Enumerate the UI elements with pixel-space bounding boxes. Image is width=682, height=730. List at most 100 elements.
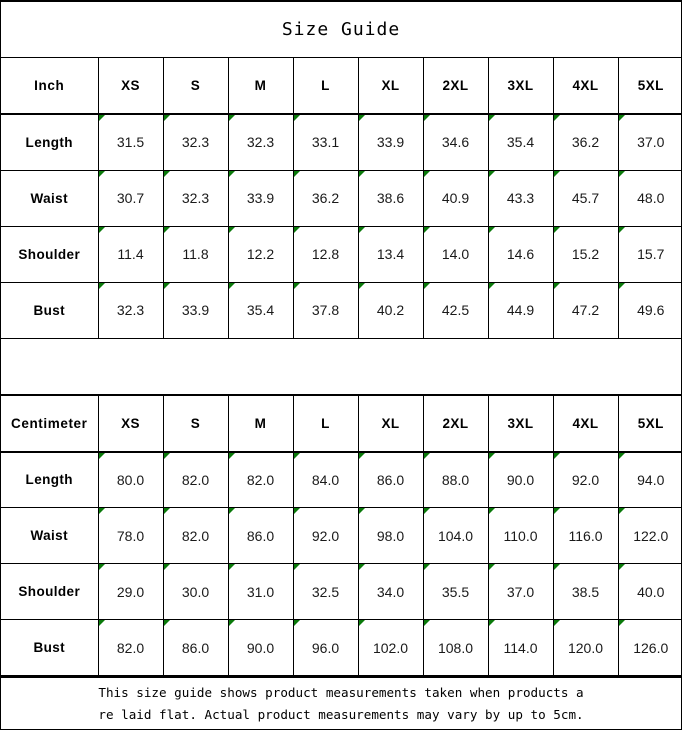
size-header-m: M xyxy=(228,58,294,115)
size-header-s: S xyxy=(163,58,229,115)
cell-cm-shoulder-5xl: 40.0 xyxy=(618,563,682,620)
inch-measurement-table: Inch XS S M L XL 2XL 3XL 4XL 5XL Length … xyxy=(1,58,682,339)
cell-cm-waist-5xl: 122.0 xyxy=(618,507,682,564)
table-row: Length 31.5 32.3 32.3 33.1 33.9 34.6 35.… xyxy=(1,114,682,171)
cell-waist-5xl: 48.0 xyxy=(618,170,682,227)
row-label-cm-bust: Bust xyxy=(1,619,99,676)
cell-bust-5xl: 49.6 xyxy=(618,282,682,339)
cell-shoulder-l: 12.8 xyxy=(293,226,359,283)
cell-length-l: 33.1 xyxy=(293,114,359,171)
cell-cm-shoulder-s: 30.0 xyxy=(163,563,229,620)
size-header-cm-xl: XL xyxy=(358,395,424,453)
cell-length-3xl: 35.4 xyxy=(488,114,554,171)
cell-cm-waist-m: 86.0 xyxy=(228,507,294,564)
cell-bust-3xl: 44.9 xyxy=(488,282,554,339)
cell-waist-s: 32.3 xyxy=(163,170,229,227)
cell-waist-m: 33.9 xyxy=(228,170,294,227)
unit-header-centimeter: Centimeter xyxy=(1,395,99,453)
size-header-cm-2xl: 2XL xyxy=(423,395,489,453)
cell-cm-waist-xl: 98.0 xyxy=(358,507,424,564)
cell-bust-4xl: 47.2 xyxy=(553,282,619,339)
cell-cm-length-xs: 80.0 xyxy=(98,451,164,508)
cell-cm-length-xl: 86.0 xyxy=(358,451,424,508)
cell-cm-waist-2xl: 104.0 xyxy=(423,507,489,564)
row-label-waist: Waist xyxy=(1,170,99,227)
size-header-3xl: 3XL xyxy=(488,58,554,115)
cell-cm-waist-3xl: 110.0 xyxy=(488,507,554,564)
cell-cm-shoulder-xs: 29.0 xyxy=(98,563,164,620)
cell-cm-bust-2xl: 108.0 xyxy=(423,619,489,676)
cell-cm-bust-5xl: 126.0 xyxy=(618,619,682,676)
cell-cm-length-2xl: 88.0 xyxy=(423,451,489,508)
table-separator-band xyxy=(1,339,681,396)
cell-cm-bust-3xl: 114.0 xyxy=(488,619,554,676)
cell-length-2xl: 34.6 xyxy=(423,114,489,171)
cell-cm-waist-xs: 78.0 xyxy=(98,507,164,564)
row-label-shoulder: Shoulder xyxy=(1,226,99,283)
cell-length-5xl: 37.0 xyxy=(618,114,682,171)
cell-cm-length-3xl: 90.0 xyxy=(488,451,554,508)
size-header-cm-4xl: 4XL xyxy=(553,395,619,453)
cell-length-m: 32.3 xyxy=(228,114,294,171)
table-row: Length 80.0 82.0 82.0 84.0 86.0 88.0 90.… xyxy=(1,451,682,508)
size-header-cm-s: S xyxy=(163,395,229,453)
cell-shoulder-m: 12.2 xyxy=(228,226,294,283)
size-header-l: L xyxy=(293,58,359,115)
cell-cm-bust-l: 96.0 xyxy=(293,619,359,676)
cell-length-4xl: 36.2 xyxy=(553,114,619,171)
cell-shoulder-xs: 11.4 xyxy=(98,226,164,283)
cell-cm-shoulder-4xl: 38.5 xyxy=(553,563,619,620)
size-header-cm-m: M xyxy=(228,395,294,453)
cell-waist-2xl: 40.9 xyxy=(423,170,489,227)
cell-bust-xl: 40.2 xyxy=(358,282,424,339)
centimeter-measurement-table: Centimeter XS S M L XL 2XL 3XL 4XL 5XL L… xyxy=(1,395,682,676)
table-row: Waist 30.7 32.3 33.9 36.2 38.6 40.9 43.3… xyxy=(1,170,682,227)
table-row: Waist 78.0 82.0 86.0 92.0 98.0 104.0 110… xyxy=(1,507,682,564)
cell-bust-2xl: 42.5 xyxy=(423,282,489,339)
footer-note-row: This size guide shows product measuremen… xyxy=(1,676,681,729)
cell-cm-shoulder-m: 31.0 xyxy=(228,563,294,620)
cell-cm-bust-s: 86.0 xyxy=(163,619,229,676)
cell-waist-xs: 30.7 xyxy=(98,170,164,227)
size-header-cm-l: L xyxy=(293,395,359,453)
cell-shoulder-s: 11.8 xyxy=(163,226,229,283)
cell-bust-xs: 32.3 xyxy=(98,282,164,339)
size-header-4xl: 4XL xyxy=(553,58,619,115)
cell-cm-waist-l: 92.0 xyxy=(293,507,359,564)
cell-cm-shoulder-2xl: 35.5 xyxy=(423,563,489,620)
footer-note-text: This size guide shows product measuremen… xyxy=(98,684,584,722)
row-label-cm-waist: Waist xyxy=(1,507,99,564)
table-row: Shoulder 29.0 30.0 31.0 32.5 34.0 35.5 3… xyxy=(1,563,682,620)
cell-bust-l: 37.8 xyxy=(293,282,359,339)
cell-shoulder-5xl: 15.7 xyxy=(618,226,682,283)
page-title: Size Guide xyxy=(281,19,401,40)
size-header-2xl: 2XL xyxy=(423,58,489,115)
row-label-cm-shoulder: Shoulder xyxy=(1,563,99,620)
cell-shoulder-2xl: 14.0 xyxy=(423,226,489,283)
cell-cm-length-l: 84.0 xyxy=(293,451,359,508)
table-row: Shoulder 11.4 11.8 12.2 12.8 13.4 14.0 1… xyxy=(1,226,682,283)
size-header-cm-xs: XS xyxy=(98,395,164,453)
row-label-bust: Bust xyxy=(1,282,99,339)
cell-shoulder-3xl: 14.6 xyxy=(488,226,554,283)
cell-length-s: 32.3 xyxy=(163,114,229,171)
cell-waist-xl: 38.6 xyxy=(358,170,424,227)
cell-length-xs: 31.5 xyxy=(98,114,164,171)
cell-cm-waist-4xl: 116.0 xyxy=(553,507,619,564)
cell-cm-bust-m: 90.0 xyxy=(228,619,294,676)
cell-cm-shoulder-l: 32.5 xyxy=(293,563,359,620)
cell-waist-4xl: 45.7 xyxy=(553,170,619,227)
row-label-cm-length: Length xyxy=(1,451,99,508)
size-guide-title-row: Size Guide xyxy=(1,2,681,58)
cell-waist-l: 36.2 xyxy=(293,170,359,227)
table-header-row: Centimeter XS S M L XL 2XL 3XL 4XL 5XL xyxy=(1,395,682,453)
cell-waist-3xl: 43.3 xyxy=(488,170,554,227)
cell-bust-m: 35.4 xyxy=(228,282,294,339)
size-header-xl: XL xyxy=(358,58,424,115)
cell-cm-waist-s: 82.0 xyxy=(163,507,229,564)
cell-cm-length-m: 82.0 xyxy=(228,451,294,508)
size-header-cm-5xl: 5XL xyxy=(618,395,682,453)
size-header-5xl: 5XL xyxy=(618,58,682,115)
cell-length-xl: 33.9 xyxy=(358,114,424,171)
